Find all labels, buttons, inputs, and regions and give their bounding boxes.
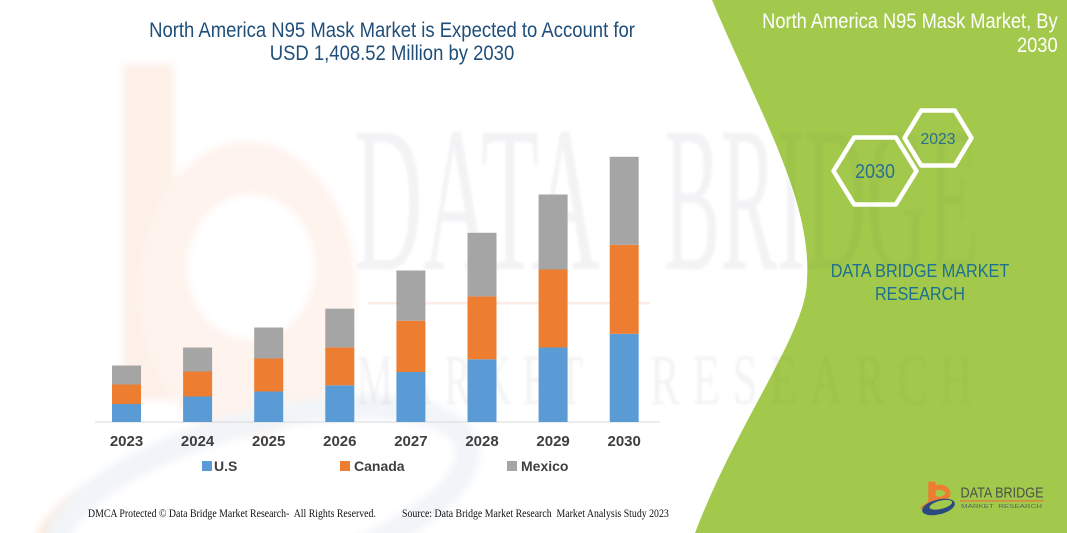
svg-text:MARKET RESEARCH: MARKET RESEARCH <box>961 504 1042 510</box>
svg-text:MARKET: MARKET <box>357 340 594 420</box>
svg-text:DATA BRIDGE: DATA BRIDGE <box>961 485 1044 502</box>
svg-text:2023: 2023 <box>921 131 956 148</box>
svg-text:2030: 2030 <box>855 161 895 183</box>
